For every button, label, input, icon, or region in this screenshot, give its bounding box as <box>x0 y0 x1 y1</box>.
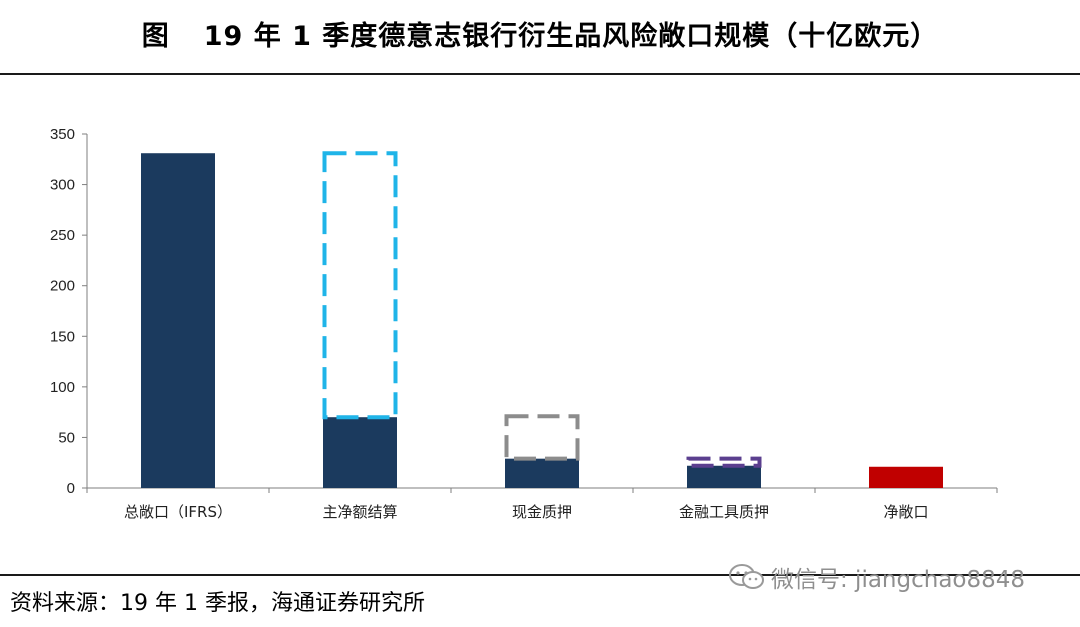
bar-reduction-outline <box>504 414 580 461</box>
bottom-rule <box>0 574 1080 576</box>
wechat-icon <box>729 564 764 589</box>
x-tick-label: 总敞口（IFRS） <box>124 503 232 521</box>
watermark-text: 微信号: jiangchao8848 <box>771 567 1026 593</box>
bar <box>869 466 943 488</box>
x-tick-label: 主净额结算 <box>322 503 397 521</box>
bar-reduction-outline <box>686 456 762 468</box>
bar <box>323 417 397 488</box>
y-tick-label: 300 <box>50 177 75 194</box>
y-tick-label: 250 <box>50 227 75 244</box>
watermark: 微信号: jiangchao8848 <box>727 560 1025 594</box>
bar <box>687 465 761 488</box>
y-tick-label: 0 <box>67 480 75 497</box>
y-tick-label: 150 <box>50 328 75 345</box>
top-rule <box>0 73 1080 75</box>
bar-chart: 0 50 100 150 200 250 300 350 总敞口（IFRS） 主净额结算 现金质押 金… <box>50 126 998 521</box>
y-tick-label: 100 <box>50 379 75 396</box>
x-tick-label: 现金质押 <box>512 503 572 521</box>
bar <box>141 153 215 488</box>
y-tick-label: 50 <box>58 429 75 446</box>
x-tick-label: 净敞口 <box>883 503 928 521</box>
figure-title: 19 年 1 季度德意志银行衍生品风险敞口规模（十亿欧元） <box>203 21 939 52</box>
x-tick-label: 金融工具质押 <box>679 503 769 521</box>
y-tick-label: 350 <box>50 126 75 143</box>
chart-title: 图 19 年 1 季度德意志银行衍生品风险敞口规模（十亿欧元） <box>0 14 1080 53</box>
source-note: 资料来源：19 年 1 季报，海通证券研究所 <box>10 591 425 616</box>
bar <box>505 458 579 488</box>
figure-label: 图 <box>141 21 170 52</box>
bar-reduction-outline <box>322 151 398 420</box>
y-tick-label: 200 <box>50 278 75 295</box>
